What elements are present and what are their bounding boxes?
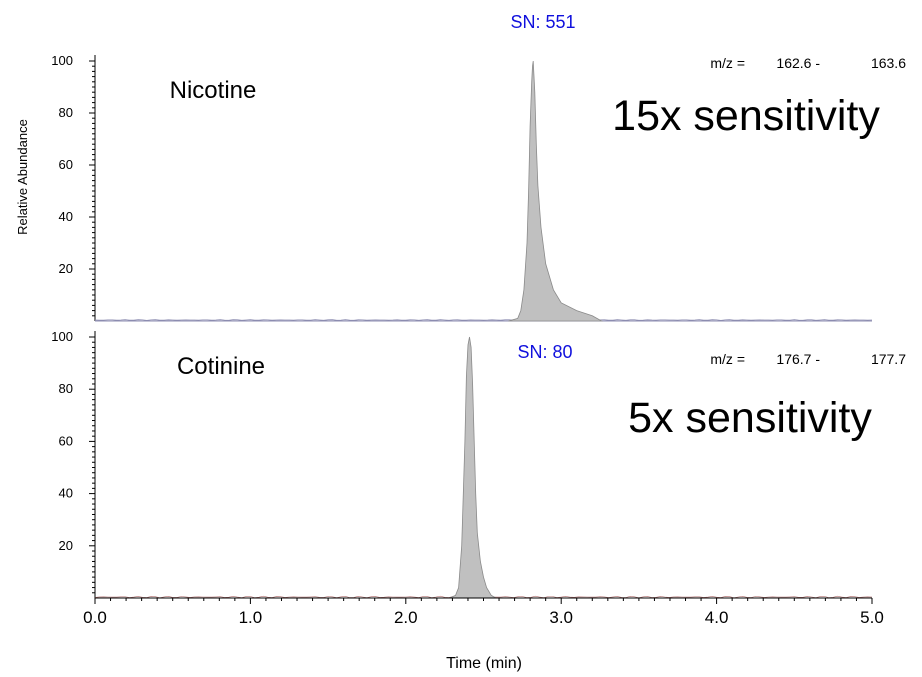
- mz-high: 163.6: [871, 55, 906, 71]
- baseline-trace: [94, 319, 873, 321]
- sensitivity-label: 5x sensitivity: [628, 394, 872, 442]
- y-tick-label: 100: [51, 53, 73, 68]
- mz-label: m/z =: [710, 55, 745, 71]
- x-tick-label: 0.0: [83, 608, 107, 627]
- y-tick-label: 40: [59, 486, 73, 501]
- y-tick-label: 80: [59, 381, 73, 396]
- x-tick-label: 2.0: [394, 608, 418, 627]
- panel-nicotine: 20 40 60 80 100 SN: 551 Nicotine m/z = 162.6 - 16…: [51, 12, 906, 322]
- mz-low: 162.6 -: [776, 55, 820, 71]
- panel-cotinine: 20 40 60 80 100 SN: 80 Cotinine m/z = 176.7 - 177…: [51, 329, 906, 599]
- mz-label: m/z =: [710, 351, 745, 367]
- mz-low: 176.7 -: [776, 351, 820, 367]
- x-axis-label: Time (min): [446, 655, 522, 672]
- y-axis-label: Relative Abundance: [15, 119, 30, 235]
- x-tick-label: 3.0: [549, 608, 573, 627]
- x-tick-label: 5.0: [860, 608, 884, 627]
- y-tick-label: 60: [59, 157, 73, 172]
- y-tick-label: 20: [59, 261, 73, 276]
- y-tick-label: 60: [59, 433, 73, 448]
- y-tick-label: 100: [51, 329, 73, 344]
- x-tick-label: 1.0: [239, 608, 263, 627]
- sn-label: SN: 551: [510, 12, 575, 32]
- sn-label: SN: 80: [517, 342, 572, 362]
- peak-cotinine: [449, 336, 498, 599]
- sensitivity-label: 15x sensitivity: [612, 92, 880, 140]
- x-tick-label: 4.0: [705, 608, 729, 627]
- y-tick-label: 20: [59, 538, 73, 553]
- compound-name: Cotinine: [177, 353, 265, 380]
- compound-name: Nicotine: [170, 77, 257, 104]
- peak-nicotine: [508, 60, 604, 322]
- mz-high: 177.7: [871, 351, 906, 367]
- y-tick-label: 40: [59, 209, 73, 224]
- y-tick-label: 80: [59, 105, 73, 120]
